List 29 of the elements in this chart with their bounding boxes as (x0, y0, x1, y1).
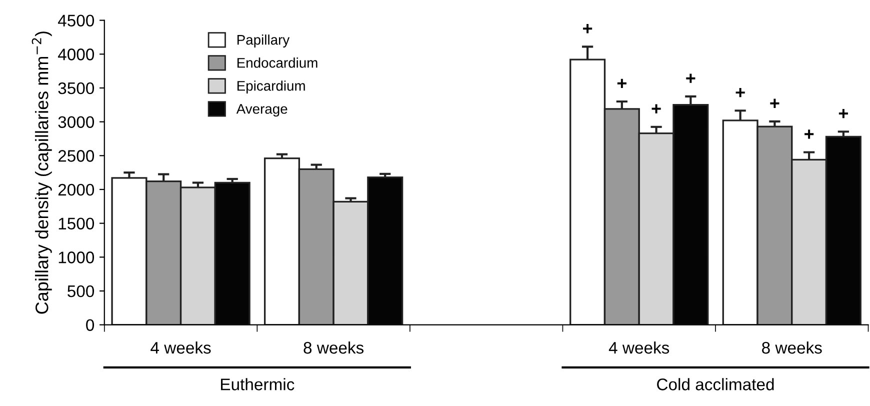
x-tick-label: 4 weeks (608, 341, 670, 354)
legend-label: Endocardium (237, 58, 318, 68)
data-label: + (804, 130, 814, 139)
legend-label: Papillary (237, 34, 290, 48)
legend-label: Average (236, 104, 288, 117)
y-tick-label: 0 (86, 319, 94, 332)
y-tick-label: 3500 (58, 82, 94, 94)
data-label: + (838, 108, 848, 118)
data-label: + (617, 78, 626, 88)
data-label: + (736, 88, 745, 98)
y-tick-label: 1000 (58, 252, 94, 264)
x-tick-label: 8 weeks (762, 341, 822, 354)
x-tick-label: 8 weeks (304, 341, 364, 354)
y-tick-label: 4500 (58, 14, 94, 27)
legend-label: Epicardium (237, 80, 305, 94)
data-label: + (686, 74, 696, 83)
data-label: + (583, 24, 592, 34)
x-tick-label: 4 weeks (150, 341, 211, 354)
text: Euthermic (221, 378, 294, 390)
y-tick-label: 2000 (58, 184, 94, 196)
text: Cold acclimated (657, 378, 774, 390)
y-tick-label: 500 (68, 285, 94, 298)
y-tick-label: 2500 (58, 150, 94, 162)
data-label: + (652, 104, 661, 114)
y-tick-label: 4000 (58, 48, 94, 60)
data-label: + (770, 98, 780, 108)
y-axis-title: Capillary density (capillaries mm$^{−2}$) (32, 32, 52, 314)
y-tick-label: 3000 (58, 116, 94, 128)
y-tick-label: 1500 (58, 218, 94, 230)
